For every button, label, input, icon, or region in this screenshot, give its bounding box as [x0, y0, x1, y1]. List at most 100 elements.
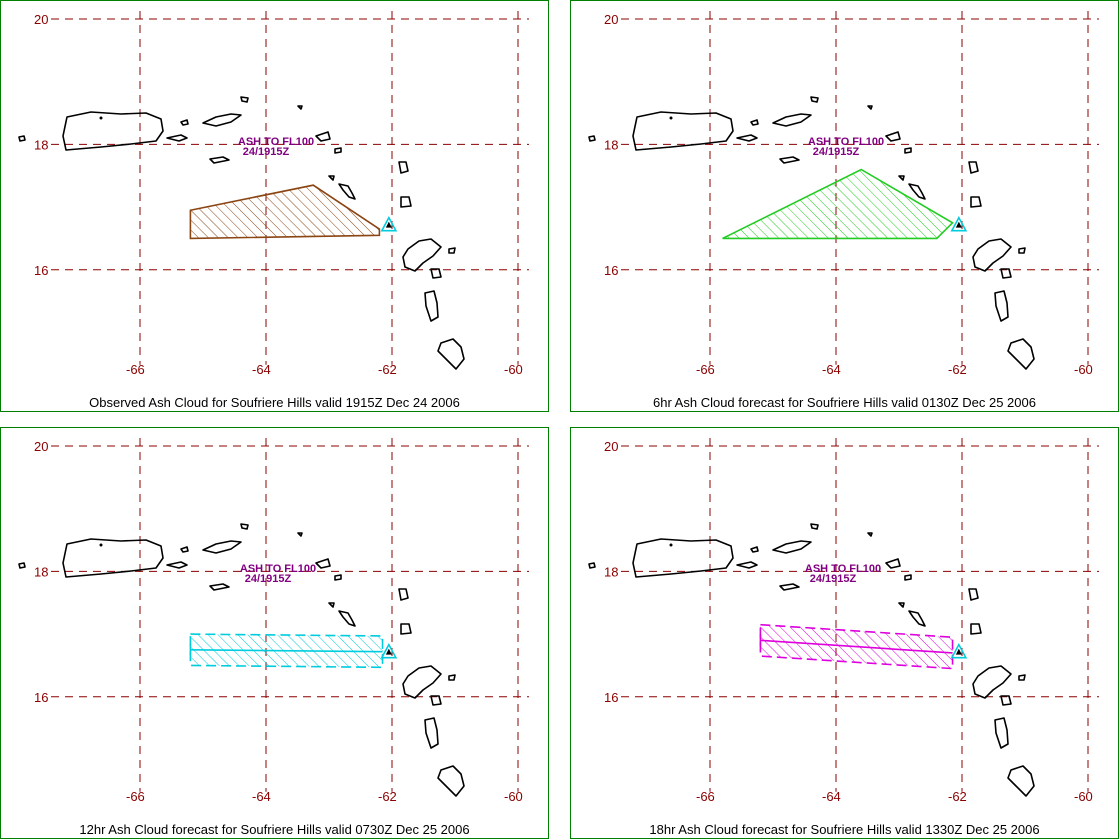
mona-outline — [18, 562, 26, 569]
lat-tick-label: 20 — [34, 439, 48, 454]
pr-detail-dot — [669, 116, 673, 120]
lat-tick-label: 20 — [604, 439, 618, 454]
lon-tick-label: -60 — [504, 362, 523, 377]
anegada-outline — [810, 96, 819, 103]
anguilla-outline — [867, 532, 873, 537]
virgin-islands-outline — [772, 540, 812, 554]
panel-caption: 12hr Ash Cloud forecast for Soufriere Hi… — [79, 822, 470, 837]
lon-tick-label: -66 — [126, 789, 145, 804]
lon-tick-label: -60 — [1074, 362, 1093, 377]
puerto-rico-outline — [62, 538, 164, 578]
panel-caption: Observed Ash Cloud for Soufriere Hills v… — [89, 395, 460, 410]
advisory-label-line1: ASH TO FL100 — [240, 563, 316, 575]
saba-outline — [328, 602, 335, 608]
panel-caption: 18hr Ash Cloud forecast for Soufriere Hi… — [649, 822, 1040, 837]
barbuda-outline — [400, 196, 412, 208]
culebra-outline — [750, 119, 759, 126]
lon-tick-label: -66 — [696, 362, 715, 377]
map-panel-observed: 20 18 16 -66 -64 -62 -60 ASH TO FL100 24/1915Z O… — [0, 0, 549, 412]
martinique-outline — [437, 765, 465, 797]
barbuda-outline — [970, 196, 982, 208]
lon-tick-label: -62 — [378, 362, 397, 377]
advisory-label-line1: ASH TO FL100 — [238, 136, 314, 148]
advisory-label-line2: 24/1915Z — [245, 573, 292, 585]
map-panel-6hr: 20 18 16 -66 -64 -62 -60 ASH TO FL100 24/1915Z 6… — [570, 0, 1119, 412]
st-barths-outline — [334, 147, 342, 154]
pr-detail-dot — [669, 543, 673, 547]
vieques-outline — [736, 561, 758, 569]
st-kitts-outline — [338, 610, 356, 627]
anguilla-outline — [297, 105, 303, 110]
volcano-peak-icon — [955, 648, 962, 655]
culebra-outline — [750, 546, 759, 553]
anegada-outline — [810, 523, 819, 530]
ash-cloud-polygon — [189, 184, 381, 240]
volcano-peak-icon — [385, 648, 392, 655]
map-panel-18hr: 20 18 16 -66 -64 -62 -60 ASH TO FL100 24/1915Z 1… — [570, 427, 1119, 839]
pr-detail-dot — [99, 543, 103, 547]
mona-outline — [588, 135, 596, 142]
st-croix-outline — [209, 583, 230, 591]
vieques-outline — [166, 134, 188, 142]
lat-tick-label: 20 — [34, 12, 48, 27]
lon-tick-label: -64 — [252, 362, 271, 377]
dominica-outline — [994, 290, 1009, 322]
barbuda-outline — [970, 623, 982, 635]
st-martin-outline — [315, 558, 331, 569]
les-saintes-outline — [1000, 268, 1012, 279]
ash-cloud-polygon — [722, 168, 954, 240]
dominica-outline — [424, 290, 439, 322]
volcano-peak-icon — [955, 221, 962, 228]
marie-galante-outline — [448, 674, 456, 681]
st-martin-outline — [885, 558, 901, 569]
lat-tick-label: 18 — [34, 564, 48, 579]
culebra-outline — [180, 119, 189, 126]
antigua-outline — [968, 161, 979, 174]
puerto-rico-outline — [632, 538, 734, 578]
lat-tick-label: 16 — [604, 690, 618, 705]
lon-tick-label: -64 — [252, 789, 271, 804]
advisory-label-line1: ASH TO FL100 — [805, 563, 881, 575]
mona-outline — [588, 562, 596, 569]
vieques-outline — [166, 561, 188, 569]
lon-tick-label: -60 — [504, 789, 523, 804]
st-croix-outline — [779, 156, 800, 164]
st-martin-outline — [885, 131, 901, 142]
advisory-label-line2: 24/1915Z — [810, 573, 857, 585]
lon-tick-label: -66 — [126, 362, 145, 377]
anegada-outline — [240, 523, 249, 530]
anguilla-outline — [867, 105, 873, 110]
antigua-outline — [398, 588, 409, 601]
mona-outline — [18, 135, 26, 142]
barbuda-outline — [400, 623, 412, 635]
guadeloupe-outline — [972, 665, 1012, 699]
st-croix-outline — [209, 156, 230, 164]
martinique-outline — [1007, 338, 1035, 370]
virgin-islands-outline — [202, 113, 242, 127]
saba-outline — [328, 175, 335, 181]
lat-tick-label: 20 — [604, 12, 618, 27]
st-kitts-outline — [908, 610, 926, 627]
les-saintes-outline — [1000, 695, 1012, 706]
saba-outline — [898, 175, 905, 181]
st-kitts-outline — [338, 183, 356, 200]
guadeloupe-outline — [402, 238, 442, 272]
lat-tick-label: 16 — [34, 690, 48, 705]
dominica-outline — [994, 717, 1009, 749]
ash-cloud-centerline — [190, 648, 383, 653]
panel-caption: 6hr Ash Cloud forecast for Soufriere Hil… — [653, 395, 1036, 410]
anegada-outline — [240, 96, 249, 103]
lat-tick-label: 18 — [604, 564, 618, 579]
st-barths-outline — [334, 574, 342, 581]
anguilla-outline — [297, 532, 303, 537]
volcano-triangle-icon — [380, 642, 398, 659]
lat-tick-label: 16 — [34, 263, 48, 278]
st-kitts-outline — [908, 183, 926, 200]
marie-galante-outline — [448, 247, 456, 254]
lon-tick-label: -62 — [378, 789, 397, 804]
volcano-triangle-icon — [950, 642, 968, 659]
